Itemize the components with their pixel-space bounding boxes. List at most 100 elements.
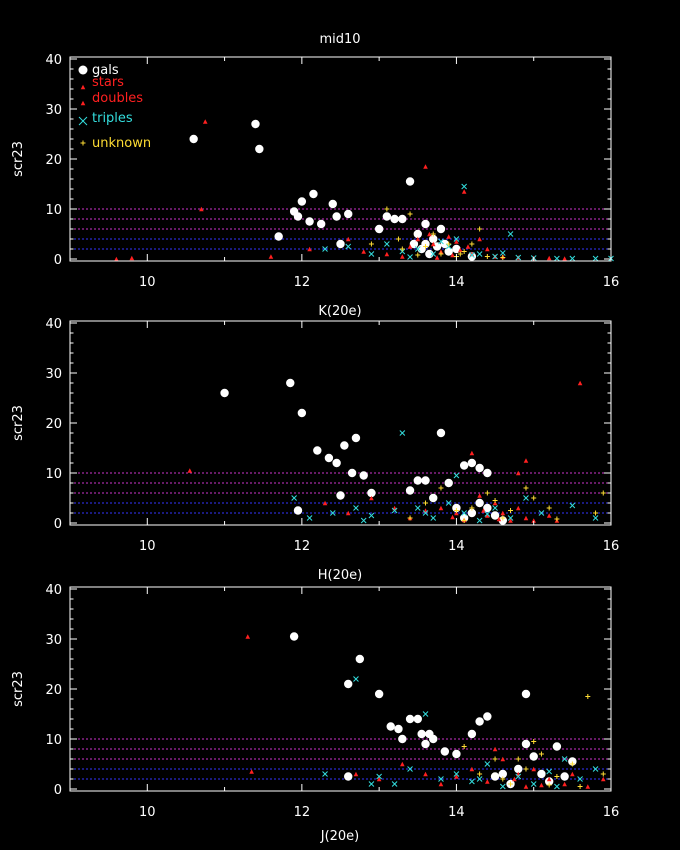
data-point-gals [274, 232, 283, 241]
data-point-triples [469, 252, 475, 258]
x-tick-label: 16 [603, 539, 620, 554]
y-axis-label: scr23 [11, 405, 26, 441]
data-point-unknown [523, 485, 529, 491]
data-point-stars [523, 784, 529, 789]
x-tick-label: 10 [139, 805, 156, 820]
scatter-panel-2: 10 12 14 16 0 10 20 30 40 H(20e) scr23 [11, 317, 619, 583]
legend-label-doubles: doubles [92, 91, 143, 106]
data-point-stars [477, 493, 482, 498]
data-point-gals [490, 772, 500, 781]
data-point-unknown [438, 485, 444, 491]
data-point-stars [546, 255, 552, 261]
plot-frame [69, 586, 612, 792]
data-point-stars [322, 500, 328, 506]
data-point-triples [391, 781, 398, 787]
data-point-unknown [368, 241, 374, 247]
data-point-gals [475, 717, 484, 726]
data-point-stars [515, 470, 521, 476]
x-tick-label: 14 [448, 539, 465, 554]
data-point-triples [476, 517, 483, 524]
data-point-gals [347, 468, 357, 478]
data-point-stars [477, 236, 482, 242]
data-point-triples [407, 766, 413, 772]
data-point-unknown [492, 756, 498, 762]
data-point-stars [450, 252, 455, 258]
data-point-gals [444, 247, 453, 256]
data-point-gals [467, 458, 477, 468]
data-point-stars [249, 769, 254, 774]
data-point-stars [392, 505, 397, 511]
data-point-stars [457, 247, 463, 253]
data-point-stars [485, 779, 490, 784]
data-point-gals [425, 729, 434, 739]
data-point-unknown [577, 784, 583, 789]
x-tick-label: 14 [448, 275, 465, 290]
data-point-unknown [546, 782, 552, 788]
data-point-stars [114, 256, 119, 262]
data-point-triples [523, 495, 529, 501]
data-point-gals [467, 729, 477, 739]
data-point-stars [187, 468, 193, 473]
data-point-triples [430, 515, 437, 521]
data-point-triples [569, 255, 576, 262]
x-axis-label: J(20e) [320, 829, 360, 844]
data-point-gals [189, 134, 198, 144]
plot-frame [69, 56, 612, 262]
data-point-triples [469, 778, 475, 785]
data-point-stars [454, 774, 459, 779]
data-point-stars [469, 251, 475, 257]
data-point-triples [329, 510, 336, 516]
data-point-gals [417, 729, 426, 739]
data-point-gals [289, 632, 299, 641]
data-point-triples [353, 676, 359, 682]
data-point-triples [530, 781, 537, 787]
data-point-gals [359, 471, 368, 480]
data-point-unknown [484, 490, 490, 496]
data-point-unknown [523, 766, 529, 772]
x-axis-label: H(20e) [318, 568, 362, 583]
x-tick-label: 10 [139, 539, 156, 554]
data-point-stars [531, 518, 537, 523]
scatter-panel-1: 10 12 14 16 0 10 20 30 40 mid10 K(20e) scr23 [11, 32, 619, 319]
data-point-gals [336, 239, 345, 249]
data-point-stars [469, 766, 475, 772]
data-point-unknown [438, 251, 444, 257]
data-point-stars [454, 239, 459, 244]
data-point-unknown [430, 231, 436, 237]
data-point-triples [592, 515, 599, 521]
data-point-gals [297, 408, 307, 418]
x-tick-label: 14 [448, 805, 465, 820]
data-point-gals [394, 724, 403, 734]
data-point-unknown [484, 254, 490, 259]
data-point-stars [400, 254, 405, 259]
data-point-stars [512, 776, 517, 782]
data-point-unknown [546, 505, 552, 511]
data-point-gals [344, 679, 353, 689]
data-point-gals [382, 212, 392, 221]
data-point-gals [483, 468, 492, 478]
data-point-unknown [384, 206, 390, 212]
data-point-gals [421, 476, 430, 485]
data-point-unknown [477, 226, 483, 232]
data-point-unknown [531, 739, 537, 744]
data-point-gals [459, 461, 469, 470]
data-point-gals [336, 491, 345, 500]
data-point-stars [345, 236, 351, 242]
data-point-gals [293, 506, 303, 515]
data-point-triples [407, 254, 413, 260]
data-point-gals [475, 463, 484, 473]
data-point-gals [293, 212, 303, 221]
data-point-unknown [461, 744, 467, 749]
data-point-triples [438, 776, 444, 782]
data-point-triples [577, 776, 583, 782]
data-point-stars [434, 255, 440, 260]
y-tick-label: 40 [45, 53, 62, 68]
data-point-unknown [395, 236, 401, 242]
data-point-stars [570, 771, 575, 777]
data-point-stars [376, 776, 382, 782]
data-point-unknown [500, 255, 506, 260]
data-point-gals [328, 199, 337, 209]
data-point-triples [430, 251, 437, 257]
data-point-gals [452, 244, 461, 254]
data-point-gals [483, 712, 492, 721]
